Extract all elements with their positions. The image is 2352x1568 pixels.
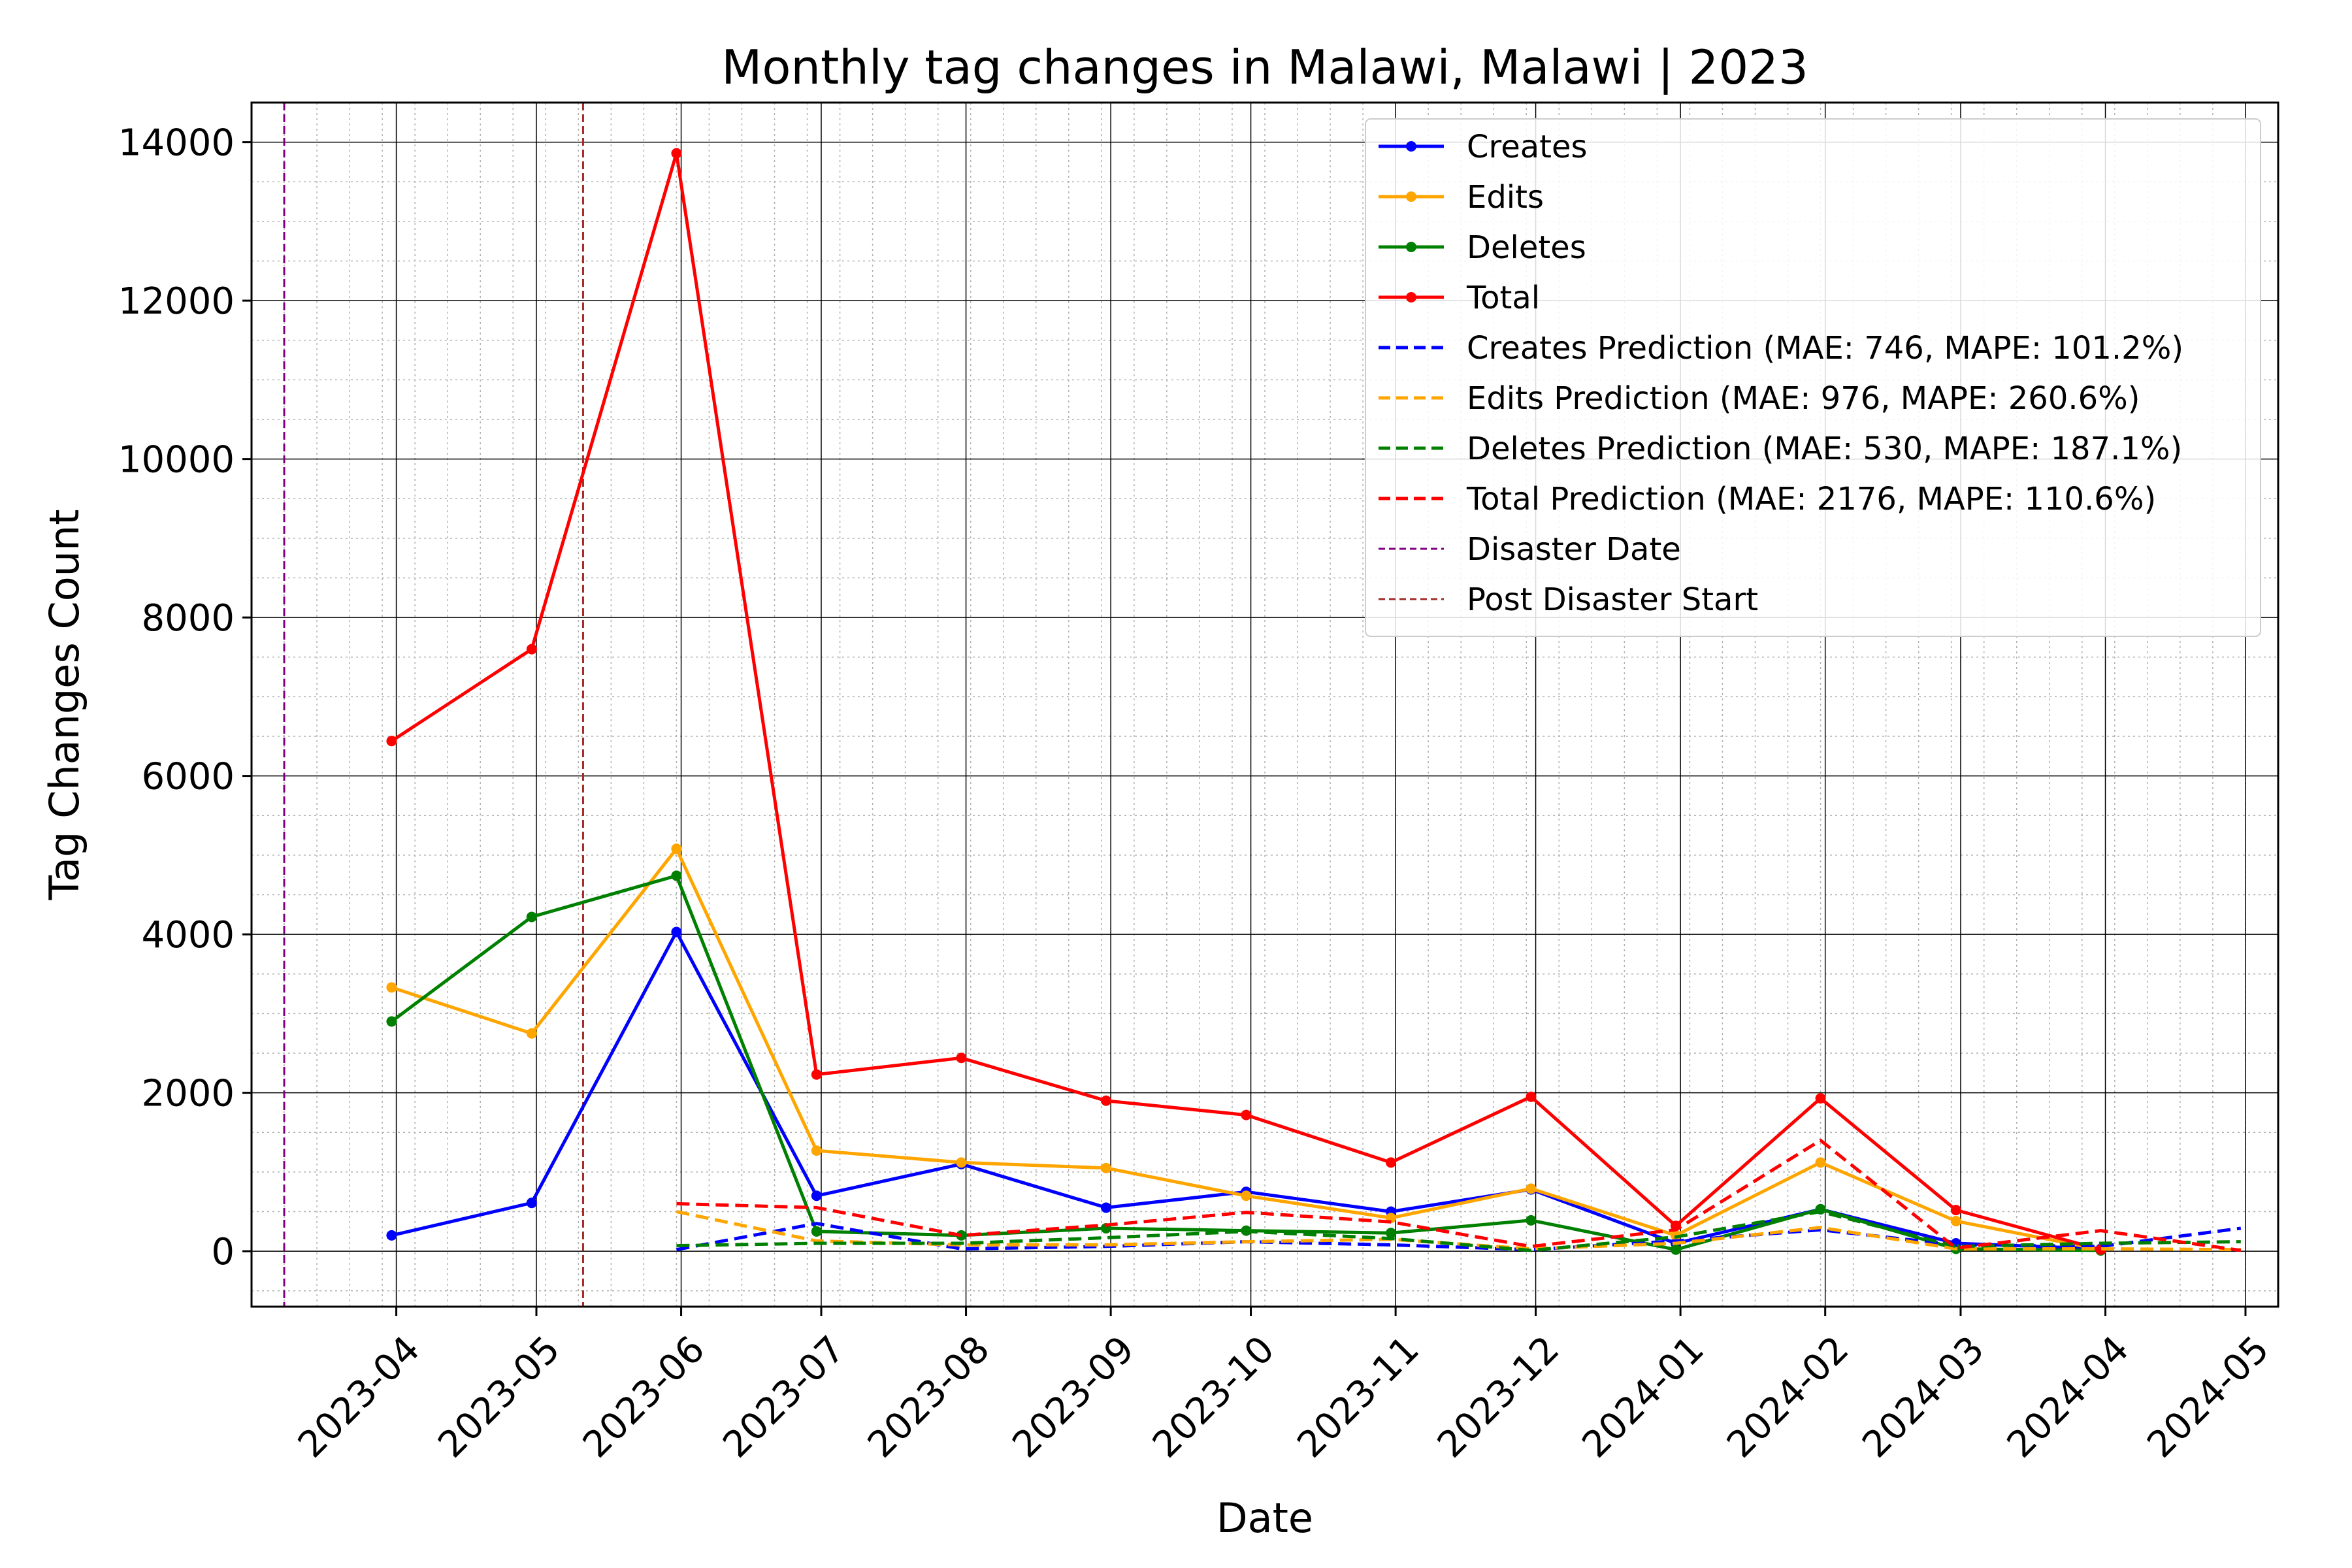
data-point — [526, 911, 537, 923]
legend-label: Total — [1466, 280, 1540, 316]
legend-label: Post Disaster Start — [1467, 581, 1758, 618]
legend: Creates Edits Deletes Total Creates Predicti… — [1365, 118, 2261, 637]
data-point — [386, 736, 397, 747]
y-tick-label: 2000 — [141, 1073, 235, 1115]
y-axis-title: Tag Changes Count — [41, 509, 88, 900]
series-layer — [386, 148, 2242, 1256]
legend-label: Creates — [1467, 129, 1588, 165]
prediction-line — [676, 1138, 2242, 1252]
data-point — [386, 1230, 397, 1241]
data-point — [671, 926, 682, 938]
data-point — [956, 1230, 967, 1241]
data-point — [526, 1028, 537, 1039]
legend-label: Disaster Date — [1467, 531, 1681, 568]
x-axis-title: Date — [1217, 1494, 1313, 1542]
legend-marker — [1406, 191, 1416, 202]
data-point — [1950, 1216, 1961, 1227]
y-tick-label: 6000 — [141, 756, 235, 798]
legend-label: Deletes Prediction (MAE: 530, MAPE: 187.… — [1467, 431, 2182, 467]
data-point — [956, 1157, 967, 1168]
data-point — [1100, 1202, 1111, 1213]
legend-label: Deletes — [1467, 229, 1586, 266]
data-point — [956, 1053, 967, 1064]
legend-marker — [1406, 141, 1416, 152]
data-point — [1241, 1190, 1252, 1201]
prediction-line — [676, 1210, 2241, 1252]
data-point — [526, 644, 537, 655]
data-point — [1526, 1215, 1537, 1226]
data-point — [1670, 1244, 1681, 1255]
data-point — [1815, 1157, 1826, 1168]
data-point — [811, 1226, 822, 1237]
y-tick-label: 12000 — [118, 280, 235, 323]
chart-title: Monthly tag changes in Malawi, Malawi | … — [721, 40, 1808, 95]
data-point — [386, 1016, 397, 1027]
data-point — [1385, 1228, 1396, 1239]
legend-label: Total Prediction (MAE: 2176, MAPE: 110.6… — [1466, 481, 2156, 517]
legend-label: Edits Prediction (MAE: 976, MAPE: 260.6%… — [1467, 380, 2140, 417]
legend-box — [1365, 118, 2261, 637]
legend-label: Edits — [1467, 179, 1544, 216]
data-point — [811, 1069, 822, 1080]
data-point — [526, 1198, 537, 1209]
y-tick-label: 4000 — [141, 914, 235, 956]
y-tick-label: 10000 — [118, 439, 235, 482]
y-tick-label: 14000 — [118, 122, 235, 165]
data-point — [671, 843, 682, 855]
data-point — [811, 1190, 822, 1201]
data-point — [811, 1145, 822, 1156]
data-point — [1526, 1091, 1537, 1102]
data-point — [671, 870, 682, 881]
y-tick-label: 0 — [211, 1231, 235, 1273]
data-point — [1100, 1162, 1111, 1173]
legend-label: Creates Prediction (MAE: 746, MAPE: 101.… — [1467, 330, 2183, 367]
data-point — [1100, 1095, 1111, 1106]
data-point — [1241, 1109, 1252, 1120]
data-point — [1526, 1183, 1537, 1194]
legend-marker — [1406, 292, 1416, 302]
y-tick-label: 8000 — [141, 597, 235, 640]
data-point — [1385, 1157, 1396, 1168]
data-point — [1815, 1093, 1826, 1104]
plot-frame — [250, 101, 2279, 1308]
y-axis-ticks: 0 2000 4000 6000 8000 10000 12000 14000 — [118, 122, 252, 1273]
data-point — [1950, 1205, 1961, 1216]
legend-marker — [1406, 242, 1416, 252]
data-point — [386, 982, 397, 993]
data-point — [671, 148, 682, 159]
